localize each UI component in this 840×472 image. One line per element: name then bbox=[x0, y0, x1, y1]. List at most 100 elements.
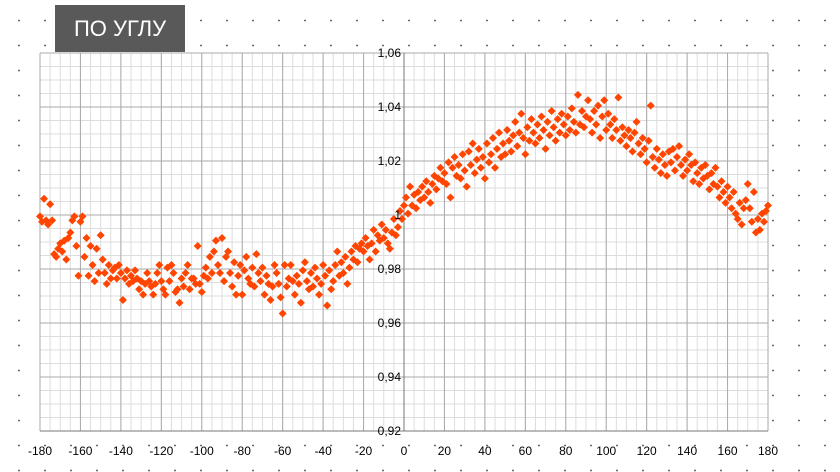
data-point bbox=[428, 179, 437, 188]
data-point bbox=[347, 247, 356, 256]
data-point bbox=[424, 188, 433, 197]
data-point bbox=[317, 279, 326, 288]
data-point bbox=[120, 274, 129, 283]
y-tick-label: 1,06 bbox=[378, 46, 402, 60]
data-point bbox=[46, 200, 55, 209]
data-point bbox=[414, 188, 423, 197]
data-point bbox=[258, 263, 267, 272]
data-point bbox=[701, 161, 710, 170]
x-tick-label: 20 bbox=[438, 444, 452, 458]
data-point bbox=[579, 123, 588, 132]
data-point bbox=[391, 231, 400, 240]
data-point bbox=[298, 266, 307, 275]
data-point bbox=[230, 258, 239, 267]
data-point bbox=[389, 215, 398, 224]
y-tick-label: 0,94 bbox=[378, 370, 402, 384]
data-point bbox=[739, 204, 748, 213]
data-point bbox=[341, 252, 350, 261]
data-point bbox=[743, 179, 752, 188]
data-point bbox=[519, 134, 528, 143]
data-point bbox=[193, 242, 202, 251]
data-point bbox=[509, 131, 518, 140]
data-point bbox=[679, 171, 688, 180]
data-point bbox=[323, 301, 332, 310]
data-point bbox=[240, 266, 249, 275]
data-point bbox=[165, 277, 174, 286]
x-tick-label: -160 bbox=[68, 444, 92, 458]
data-point bbox=[282, 282, 291, 291]
data-point bbox=[377, 220, 386, 229]
data-point bbox=[602, 125, 611, 134]
data-point bbox=[681, 155, 690, 164]
data-point bbox=[584, 96, 593, 105]
data-point bbox=[523, 123, 532, 132]
data-point bbox=[689, 177, 698, 186]
data-point bbox=[412, 204, 421, 213]
data-point bbox=[470, 169, 479, 178]
data-point bbox=[234, 271, 243, 280]
y-tick-label: 0,92 bbox=[378, 424, 402, 438]
data-point bbox=[472, 155, 481, 164]
data-point bbox=[306, 269, 315, 278]
data-point bbox=[215, 269, 224, 278]
data-point bbox=[315, 290, 324, 299]
data-point bbox=[616, 136, 625, 145]
data-point bbox=[662, 171, 671, 180]
x-tick-label: -120 bbox=[149, 444, 173, 458]
y-tick-labels: 0,92 0,94 0,96 0,98 1 1,02 1,04 1,06 bbox=[378, 46, 402, 438]
data-point bbox=[513, 142, 522, 151]
data-point bbox=[205, 252, 214, 261]
data-point bbox=[161, 290, 170, 299]
data-point bbox=[236, 260, 245, 269]
data-point bbox=[644, 136, 653, 145]
data-point bbox=[727, 204, 736, 213]
x-tick-label: 140 bbox=[677, 444, 697, 458]
x-tick-label: -140 bbox=[109, 444, 133, 458]
data-point bbox=[74, 271, 83, 280]
data-point bbox=[719, 188, 728, 197]
data-point bbox=[155, 260, 164, 269]
data-point bbox=[596, 134, 605, 143]
data-point bbox=[759, 217, 768, 226]
data-point bbox=[106, 274, 115, 283]
data-point bbox=[537, 112, 546, 121]
chart-title-badge: ПО УГЛУ bbox=[55, 5, 185, 52]
data-point bbox=[294, 279, 303, 288]
data-point bbox=[131, 266, 140, 275]
data-point bbox=[98, 255, 107, 264]
data-point bbox=[393, 223, 402, 232]
data-point bbox=[100, 269, 109, 278]
data-point bbox=[422, 177, 431, 186]
data-point bbox=[462, 182, 471, 191]
data-point bbox=[725, 193, 734, 202]
data-point bbox=[58, 247, 67, 256]
data-point bbox=[92, 244, 101, 253]
data-point bbox=[484, 158, 493, 167]
axes bbox=[40, 53, 768, 432]
x-tick-label: -100 bbox=[190, 444, 214, 458]
data-point bbox=[468, 139, 477, 148]
data-point bbox=[642, 158, 651, 167]
x-tick-label: -60 bbox=[274, 444, 292, 458]
data-point bbox=[507, 147, 516, 156]
data-point bbox=[638, 134, 647, 143]
data-point bbox=[420, 193, 429, 202]
data-point bbox=[169, 269, 178, 278]
data-point bbox=[586, 115, 595, 124]
data-point bbox=[191, 279, 200, 288]
data-point bbox=[668, 144, 677, 153]
data-point bbox=[149, 290, 158, 299]
data-point bbox=[517, 109, 526, 118]
data-point bbox=[606, 120, 615, 129]
y-tick-label: 0,96 bbox=[378, 316, 402, 330]
data-point bbox=[84, 271, 93, 280]
data-point bbox=[252, 250, 261, 259]
data-point bbox=[266, 296, 275, 305]
data-point bbox=[122, 266, 131, 275]
data-point bbox=[598, 112, 607, 121]
data-point bbox=[654, 155, 663, 164]
data-point bbox=[143, 269, 152, 278]
data-point bbox=[646, 101, 655, 110]
data-point bbox=[361, 233, 370, 242]
data-point bbox=[577, 107, 586, 116]
